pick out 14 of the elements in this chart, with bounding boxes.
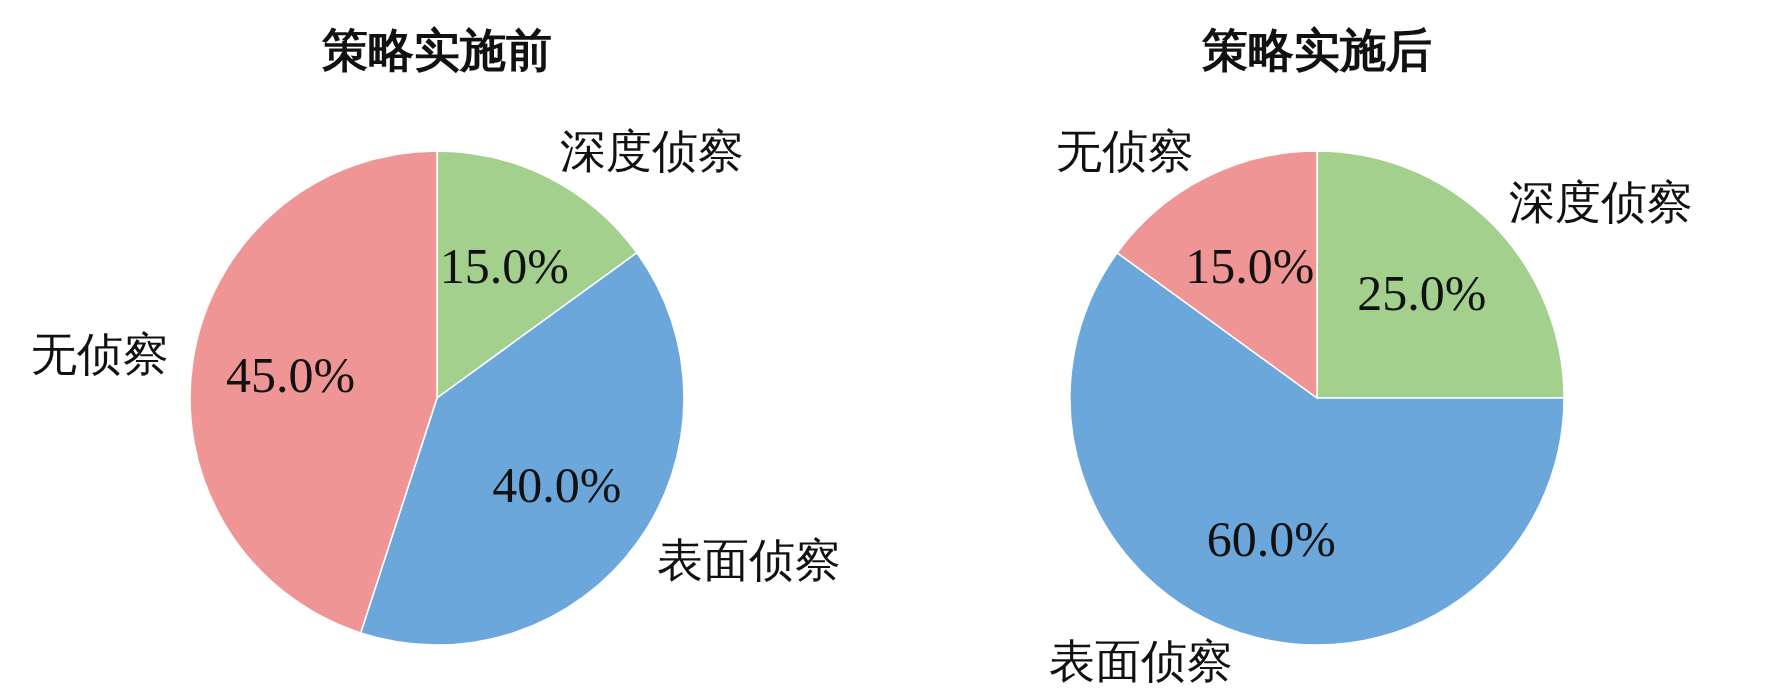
slice-label: 深度侦察 xyxy=(1509,176,1694,228)
data-label: 40.0% xyxy=(492,457,622,514)
data-label: 15.0% xyxy=(1185,237,1315,294)
slice-label: 表面侦察 xyxy=(656,535,841,587)
data-label: 25.0% xyxy=(1357,265,1487,322)
chart-title: 策略实施后 xyxy=(1201,24,1432,76)
data-label: 15.0% xyxy=(439,237,569,294)
data-label: 60.0% xyxy=(1206,510,1336,567)
slice-label: 表面侦察 xyxy=(1049,635,1234,687)
slice-label: 无侦察 xyxy=(1055,126,1194,178)
data-label: 45.0% xyxy=(226,346,356,403)
chart-title: 策略实施前 xyxy=(321,24,552,76)
slice-label: 深度侦察 xyxy=(560,126,745,178)
slice-label: 无侦察 xyxy=(30,329,169,381)
